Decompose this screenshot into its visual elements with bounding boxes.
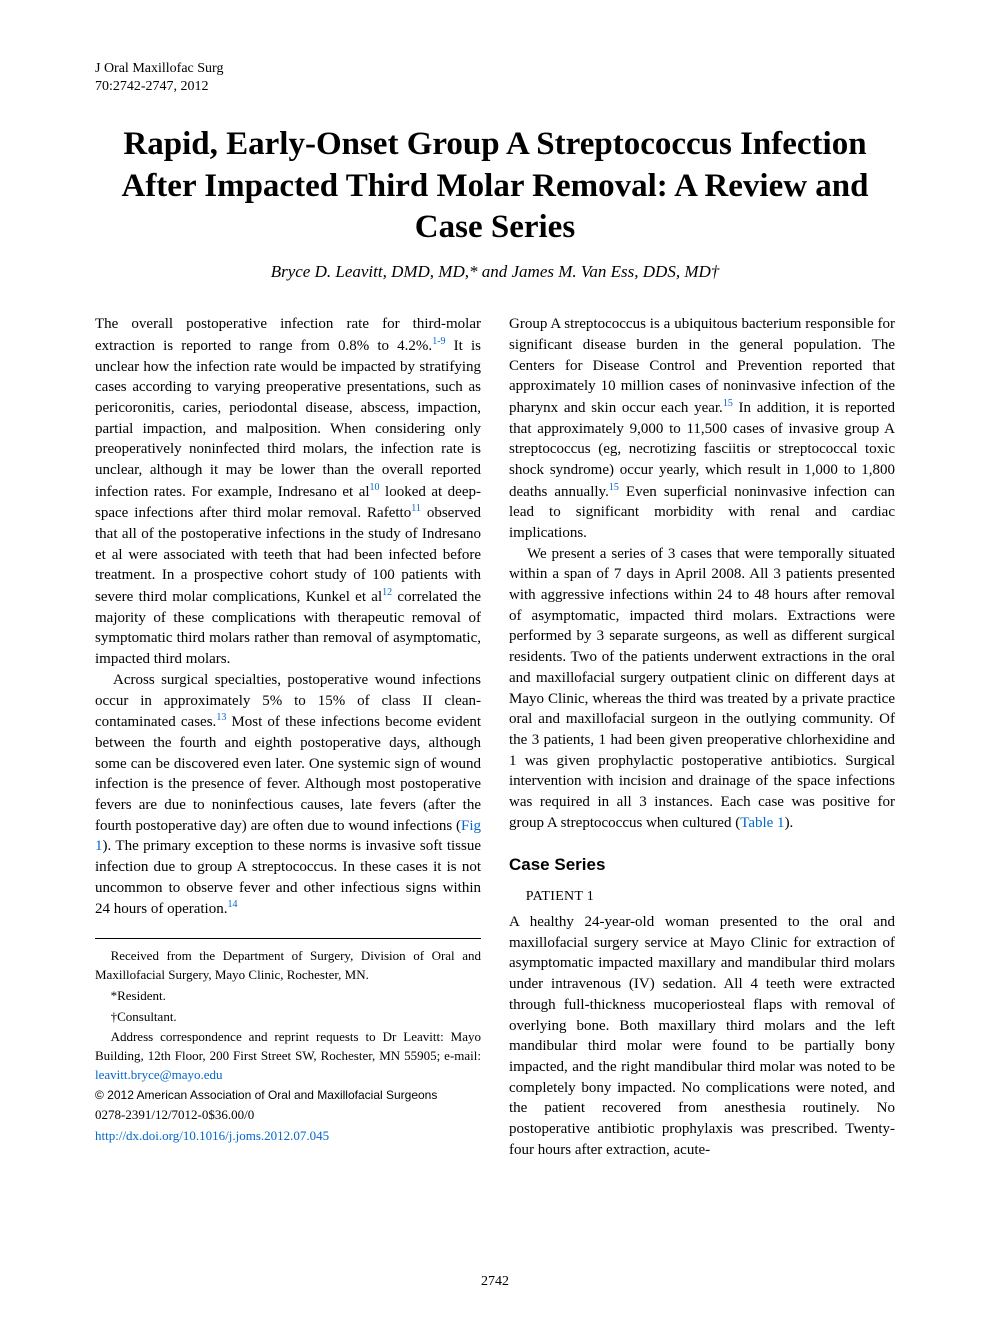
- paragraph: We present a series of 3 cases that were…: [509, 544, 895, 834]
- body-text: Most of these infections become evident …: [95, 714, 481, 833]
- section-heading-case-series: Case Series: [509, 853, 895, 876]
- footnote-doi: http://dx.doi.org/10.1016/j.joms.2012.07…: [95, 1127, 481, 1146]
- address-text: Address correspondence and reprint reque…: [95, 1029, 481, 1063]
- reference-link[interactable]: 14: [227, 899, 237, 910]
- footnote-consultant: †Consultant.: [95, 1008, 481, 1027]
- paragraph: Across surgical specialties, postoperati…: [95, 670, 481, 920]
- reference-link[interactable]: 15: [609, 482, 619, 493]
- right-column: Group A streptococcus is a ubiquitous ba…: [509, 314, 895, 1160]
- reference-link[interactable]: 11: [411, 503, 421, 514]
- footnote-address: Address correspondence and reprint reque…: [95, 1028, 481, 1085]
- footnote-separator: [95, 938, 481, 939]
- body-text: We present a series of 3 cases that were…: [509, 546, 895, 831]
- body-text: The overall postoperative infection rate…: [95, 316, 481, 354]
- body-text: ).: [785, 815, 794, 831]
- journal-citation: 70:2742-2747, 2012: [95, 78, 895, 96]
- paragraph: The overall postoperative infection rate…: [95, 314, 481, 670]
- paragraph: A healthy 24-year-old woman presented to…: [509, 912, 895, 1160]
- table-link[interactable]: Table 1: [740, 815, 784, 831]
- body-text: ). The primary exception to these norms …: [95, 838, 481, 917]
- email-link[interactable]: leavitt.bryce@mayo.edu: [95, 1067, 222, 1082]
- paragraph: Group A streptococcus is a ubiquitous ba…: [509, 314, 895, 544]
- page-number: 2742: [0, 1274, 990, 1290]
- doi-link[interactable]: http://dx.doi.org/10.1016/j.joms.2012.07…: [95, 1128, 329, 1143]
- reference-link[interactable]: 12: [382, 587, 392, 598]
- footnote-received: Received from the Department of Surgery,…: [95, 947, 481, 985]
- left-column: The overall postoperative infection rate…: [95, 314, 481, 1160]
- authors-line: Bryce D. Leavitt, DMD, MD,* and James M.…: [95, 262, 895, 282]
- reference-link[interactable]: 1-9: [432, 336, 445, 347]
- footnote-resident: *Resident.: [95, 987, 481, 1006]
- journal-header: J Oral Maxillofac Surg 70:2742-2747, 201…: [95, 60, 895, 96]
- journal-name: J Oral Maxillofac Surg: [95, 60, 895, 78]
- body-text: It is unclear how the infection rate wou…: [95, 338, 481, 500]
- reference-link[interactable]: 15: [723, 398, 733, 409]
- article-title: Rapid, Early-Onset Group A Streptococcus…: [95, 124, 895, 248]
- footnotes-block: Received from the Department of Surgery,…: [95, 947, 481, 1146]
- two-column-layout: The overall postoperative infection rate…: [95, 314, 895, 1160]
- footnote-copyright: © 2012 American Association of Oral and …: [95, 1087, 481, 1104]
- footnote-issn: 0278-2391/12/7012-0$36.00/0: [95, 1106, 481, 1125]
- reference-link[interactable]: 13: [216, 712, 226, 723]
- subheading-patient-1: PATIENT 1: [509, 887, 895, 906]
- reference-link[interactable]: 10: [370, 482, 380, 493]
